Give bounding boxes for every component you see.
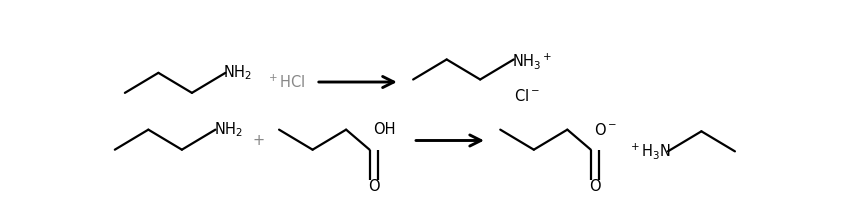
Text: NH$_2$: NH$_2$	[223, 64, 253, 82]
Text: NH$_3$$^+$: NH$_3$$^+$	[512, 51, 553, 71]
Text: O: O	[589, 179, 600, 194]
Text: $^+$H$_3$N: $^+$H$_3$N	[628, 141, 670, 161]
Text: NH$_2$: NH$_2$	[214, 120, 243, 139]
Text: OH: OH	[373, 122, 395, 137]
Text: $^+$HCl: $^+$HCl	[266, 73, 304, 91]
Text: O: O	[368, 179, 380, 194]
Text: O$^-$: O$^-$	[594, 122, 618, 138]
Text: Cl$^-$: Cl$^-$	[514, 88, 540, 104]
Text: +: +	[253, 133, 265, 148]
